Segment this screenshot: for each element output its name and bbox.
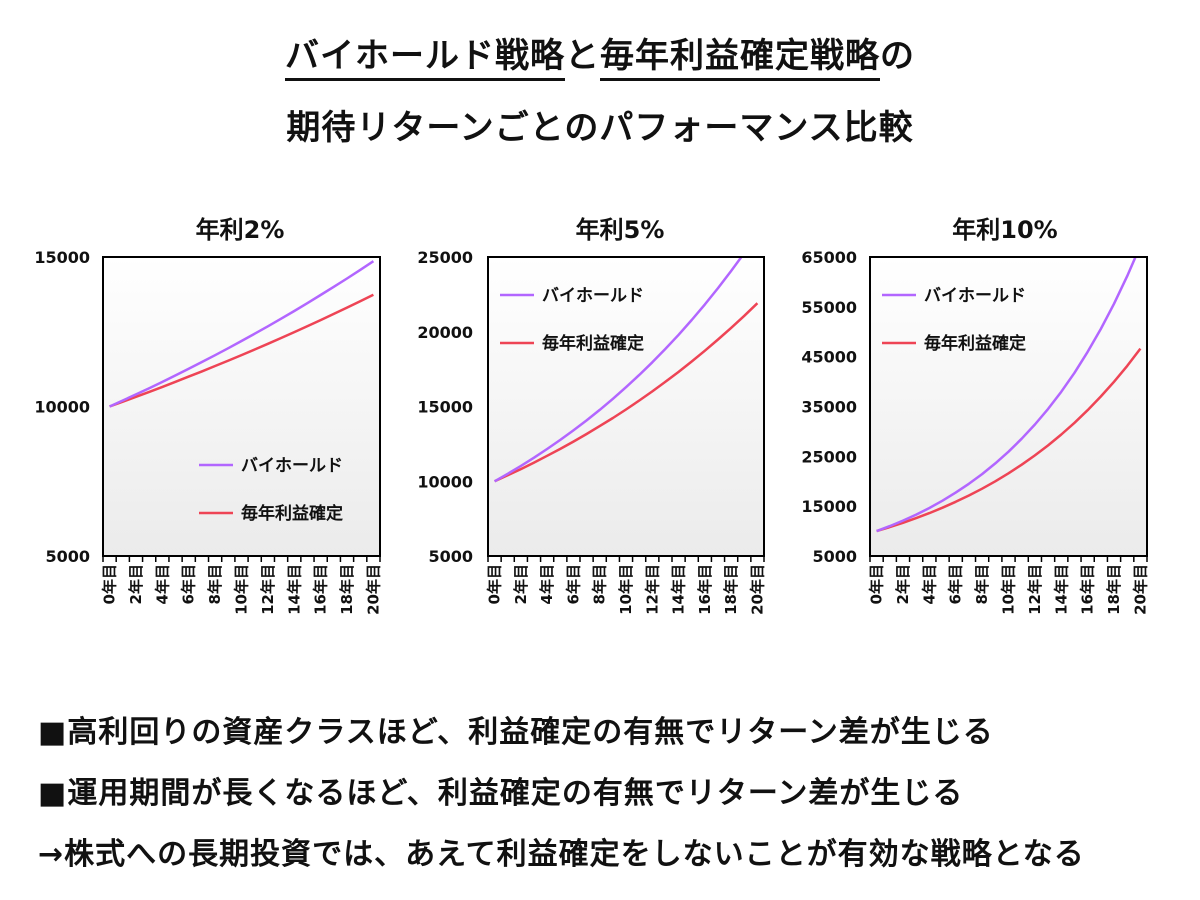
legend-label-annual-profit: 毎年利益確定 [542,333,644,354]
x-tick-label: 6年目 [180,564,198,604]
series-line-buy-hold [109,260,375,408]
x-tick-label: 18年目 [338,564,356,615]
y-tick-label: 65000 [801,248,857,267]
x-tick-label: 8年目 [973,564,991,604]
x-tick-label: 2年目 [512,564,530,604]
x-tick-label: 18年目 [1105,564,1123,615]
legend-label-buy-hold: バイホールド [924,286,1026,306]
y-tick-label: 45000 [801,348,857,367]
y-tick-label: 5000 [812,547,857,566]
series-line-annual-profit [109,293,374,408]
y-tick-label: 35000 [801,398,857,417]
title-connector: と [565,36,600,76]
y-tick-label: 20000 [417,323,473,342]
y-tick-label: 10000 [417,472,473,491]
x-tick-label: 2年目 [894,564,912,604]
legend-label-buy-hold: バイホールド [542,286,644,306]
charts-area: 5000 10000 15000 0年目 2年目 4年目 6年目 8年目 10年目 12年目 14年… [34,248,1149,615]
y-tick-label: 5000 [428,547,473,566]
x-tick-label: 14年目 [670,564,688,615]
chart-0: 5000 10000 15000 0年目 2年目 4年目 6年目 8年目 10年目 12年目 14年… [34,248,382,615]
series-line-buy-hold [493,257,743,483]
x-tick-label: 14年目 [1052,564,1070,615]
page-title-line-2: 期待リターンごとのパフォーマンス比較 [286,108,914,148]
x-tick-label: 12年目 [1026,564,1044,615]
note-long-term: ■運用期間が長くなるほど、利益確定の有無でリターン差が生じる [38,776,964,811]
chart-title-5pct: 年利5% [575,216,665,244]
y-tick-label: 5000 [45,547,90,566]
title-buy-hold-strategy: バイホールド戦略 [285,36,565,81]
x-tick-label: 6年目 [564,564,582,604]
x-tick-label: 12年目 [643,564,661,615]
y-tick-label: 15000 [801,497,857,516]
x-tick-label: 12年目 [259,564,277,615]
x-tick-label: 10年目 [233,564,251,615]
x-tick-label: 16年目 [1079,564,1097,615]
x-tick-label: 16年目 [696,564,714,615]
legend-label-buy-hold: バイホールド [241,456,343,476]
plot-frame [487,256,765,557]
plot-frame [102,256,381,557]
x-tick-label: 8年目 [591,564,609,604]
legend-label-annual-profit: 毎年利益確定 [241,503,343,524]
y-tick-label: 25000 [801,447,857,466]
x-tick-label: 16年目 [312,564,330,615]
note-high-yield: ■高利回りの資産クラスほど、利益確定の有無でリターン差が生じる [38,715,994,750]
x-tick-label: 4年目 [153,564,171,604]
title-annual-profit-strategy: 毎年利益確定戦略 [600,36,880,81]
x-tick-label: 20年目 [1131,564,1149,615]
x-tick-label: 6年目 [947,564,965,604]
y-tick-label: 10000 [34,398,90,417]
plot-area [870,257,1147,556]
legend-label-annual-profit: 毎年利益確定 [924,333,1026,354]
x-tick-label: 0年目 [868,564,886,604]
x-tick-label: 0年目 [101,564,119,604]
chart-title-10pct: 年利10% [952,216,1058,244]
x-tick-label: 2年目 [127,564,145,604]
plot-area [103,257,380,556]
y-tick-label: 15000 [34,248,90,267]
y-tick-label: 25000 [417,248,473,267]
x-tick-label: 14年目 [285,564,303,615]
x-tick-label: 18年目 [722,564,740,615]
y-tick-label: 55000 [801,298,857,317]
x-tick-label: 4年目 [538,564,556,604]
title-particle: の [880,36,915,76]
x-tick-label: 10年目 [1000,564,1018,615]
note-conclusion: →株式への長期投資では、あえて利益確定をしないことが有効な戦略となる [38,837,1085,872]
series-line-annual-profit [876,347,1142,533]
chart-1: 5000 10000 15000 20000 25000 0年目 2年目 4年目 6年目 8年目 1… [417,248,766,615]
chart-title-2pct: 年利2% [195,216,285,244]
x-tick-label: 20年目 [364,564,382,615]
x-tick-label: 10年目 [617,564,635,615]
chart-2: 5000 15000 25000 35000 45000 55000 65000 0年目 2年目… [801,248,1149,615]
plot-frame [869,256,1148,557]
series-line-annual-profit [494,302,759,483]
series-line-buy-hold [876,257,1137,533]
x-tick-label: 4年目 [920,564,938,604]
x-tick-label: 0年目 [486,564,504,604]
x-tick-label: 20年目 [748,564,766,615]
page-title-line-1: バイホールド戦略と毎年利益確定戦略の [0,28,1200,81]
plot-area [488,257,764,556]
x-tick-label: 8年目 [206,564,224,604]
y-tick-label: 15000 [417,398,473,417]
